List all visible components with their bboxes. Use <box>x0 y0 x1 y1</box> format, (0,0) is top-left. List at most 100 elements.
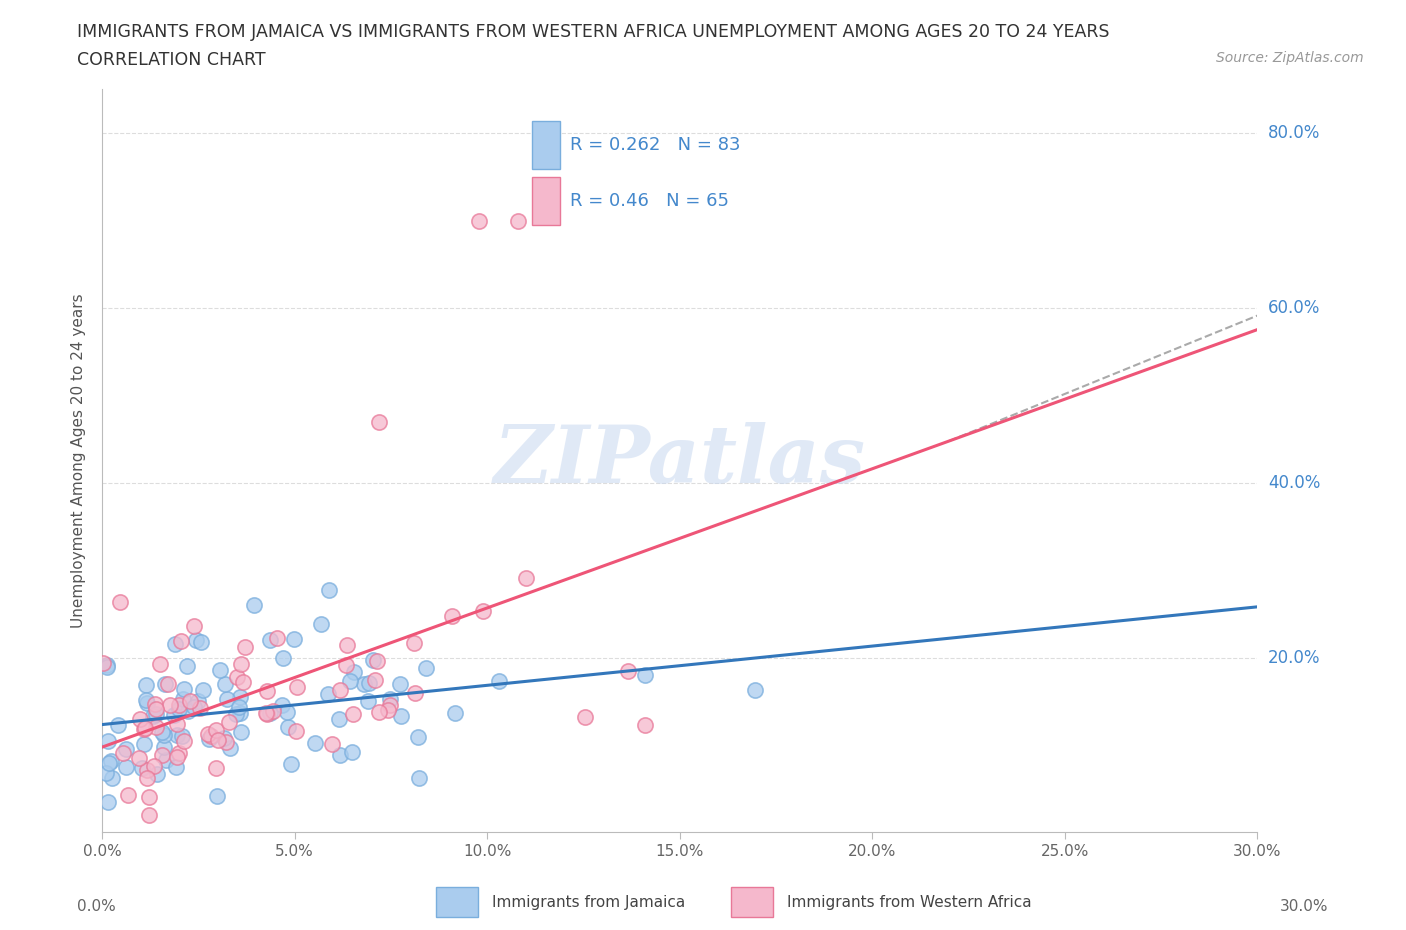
Point <box>207 733 229 748</box>
Point <box>471 604 494 618</box>
Point <box>318 686 340 701</box>
Point <box>108 595 131 610</box>
Text: 0.0%: 0.0% <box>77 899 117 914</box>
Point <box>219 740 242 755</box>
Point <box>143 758 166 773</box>
Point <box>515 570 537 585</box>
Point <box>218 714 240 729</box>
Point <box>177 703 200 718</box>
Point <box>132 722 155 737</box>
Point <box>468 213 491 228</box>
Point <box>183 700 205 715</box>
Point <box>280 757 302 772</box>
Point <box>166 716 188 731</box>
Point <box>321 737 343 751</box>
Point <box>128 711 150 726</box>
Point <box>271 698 294 713</box>
Point <box>408 771 430 786</box>
Text: Source: ZipAtlas.com: Source: ZipAtlas.com <box>1216 51 1364 65</box>
Point <box>146 766 169 781</box>
Point <box>634 717 657 732</box>
Point <box>173 734 195 749</box>
Point <box>138 790 160 804</box>
Point <box>368 705 391 720</box>
Point <box>159 698 181 712</box>
Point <box>262 703 284 718</box>
Bar <box>731 887 773 917</box>
Point <box>329 747 352 762</box>
Point <box>163 637 186 652</box>
Text: Immigrants from Jamaica: Immigrants from Jamaica <box>492 895 685 910</box>
Point <box>135 678 157 693</box>
Text: 60.0%: 60.0% <box>1268 299 1320 317</box>
Point <box>166 727 188 742</box>
Point <box>153 676 176 691</box>
Point <box>233 640 256 655</box>
Point <box>117 788 139 803</box>
Point <box>336 638 359 653</box>
Point <box>188 701 211 716</box>
Point <box>228 706 250 721</box>
Point <box>150 724 173 739</box>
Point <box>283 631 305 646</box>
Point <box>143 697 166 711</box>
Point <box>342 745 364 760</box>
Text: 80.0%: 80.0% <box>1268 124 1320 142</box>
Point <box>170 633 193 648</box>
Point <box>107 717 129 732</box>
Point <box>404 685 426 700</box>
Point <box>328 711 350 726</box>
Point <box>444 705 467 720</box>
Point <box>167 701 190 716</box>
Point <box>229 657 252 671</box>
Point <box>96 659 118 674</box>
Point <box>149 657 172 671</box>
Point <box>335 658 357 673</box>
Point <box>200 728 222 743</box>
Point <box>256 707 278 722</box>
Point <box>134 736 156 751</box>
Point <box>441 608 464 623</box>
Point <box>145 702 167 717</box>
Point <box>232 674 254 689</box>
Point <box>173 681 195 696</box>
Point <box>145 720 167 735</box>
Point <box>215 692 238 707</box>
Point <box>368 414 391 429</box>
Point <box>214 735 236 750</box>
Text: 30.0%: 30.0% <box>1281 899 1329 914</box>
Text: ZIPatlas: ZIPatlas <box>494 422 866 499</box>
Point <box>617 664 640 679</box>
Point <box>198 731 221 746</box>
Point <box>205 788 228 803</box>
Point <box>138 807 160 822</box>
Text: Immigrants from Western Africa: Immigrants from Western Africa <box>787 895 1032 910</box>
Point <box>273 651 295 666</box>
Y-axis label: Unemployment Among Ages 20 to 24 years: Unemployment Among Ages 20 to 24 years <box>72 294 86 628</box>
Point <box>214 676 236 691</box>
Point <box>378 698 401 712</box>
Point <box>153 740 176 755</box>
Point <box>96 765 118 780</box>
Point <box>276 705 298 720</box>
Text: 20.0%: 20.0% <box>1268 648 1320 667</box>
Point <box>378 691 401 706</box>
Text: 40.0%: 40.0% <box>1268 473 1320 492</box>
Point <box>304 736 326 751</box>
Point <box>163 708 186 723</box>
Text: CORRELATION CHART: CORRELATION CHART <box>77 51 266 69</box>
Point <box>190 634 212 649</box>
Point <box>309 617 332 631</box>
Point <box>172 691 194 706</box>
Point <box>388 676 411 691</box>
Point <box>98 755 121 770</box>
Point <box>145 707 167 722</box>
Point <box>229 689 252 704</box>
Point <box>366 654 388 669</box>
Point <box>226 670 249 684</box>
Point <box>155 752 177 767</box>
Point <box>165 759 187 774</box>
Point <box>488 674 510 689</box>
Point <box>329 683 352 698</box>
Point <box>187 694 209 709</box>
